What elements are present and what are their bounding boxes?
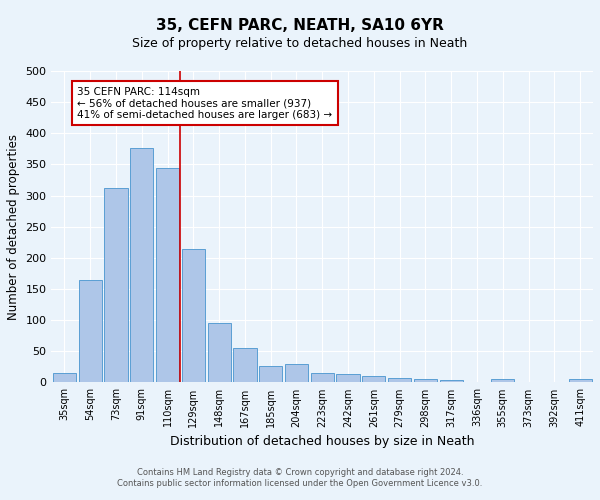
Bar [259, 366, 282, 382]
Bar [362, 376, 385, 382]
Bar [311, 372, 334, 382]
Bar [569, 380, 592, 382]
Text: Contains HM Land Registry data © Crown copyright and database right 2024.
Contai: Contains HM Land Registry data © Crown c… [118, 468, 482, 487]
Bar [337, 374, 359, 382]
Text: 35 CEFN PARC: 114sqm
← 56% of detached houses are smaller (937)
41% of semi-deta: 35 CEFN PARC: 114sqm ← 56% of detached h… [77, 86, 332, 120]
Bar [414, 380, 437, 382]
Bar [491, 380, 514, 382]
Bar [79, 280, 102, 382]
Bar [388, 378, 411, 382]
Y-axis label: Number of detached properties: Number of detached properties [7, 134, 20, 320]
X-axis label: Distribution of detached houses by size in Neath: Distribution of detached houses by size … [170, 435, 475, 448]
Bar [208, 324, 231, 382]
Bar [440, 380, 463, 382]
Bar [285, 364, 308, 382]
Bar [156, 168, 179, 382]
Text: 35, CEFN PARC, NEATH, SA10 6YR: 35, CEFN PARC, NEATH, SA10 6YR [156, 18, 444, 32]
Bar [53, 373, 76, 382]
Bar [182, 248, 205, 382]
Bar [233, 348, 257, 382]
Bar [130, 148, 154, 382]
Text: Size of property relative to detached houses in Neath: Size of property relative to detached ho… [133, 38, 467, 51]
Bar [104, 188, 128, 382]
